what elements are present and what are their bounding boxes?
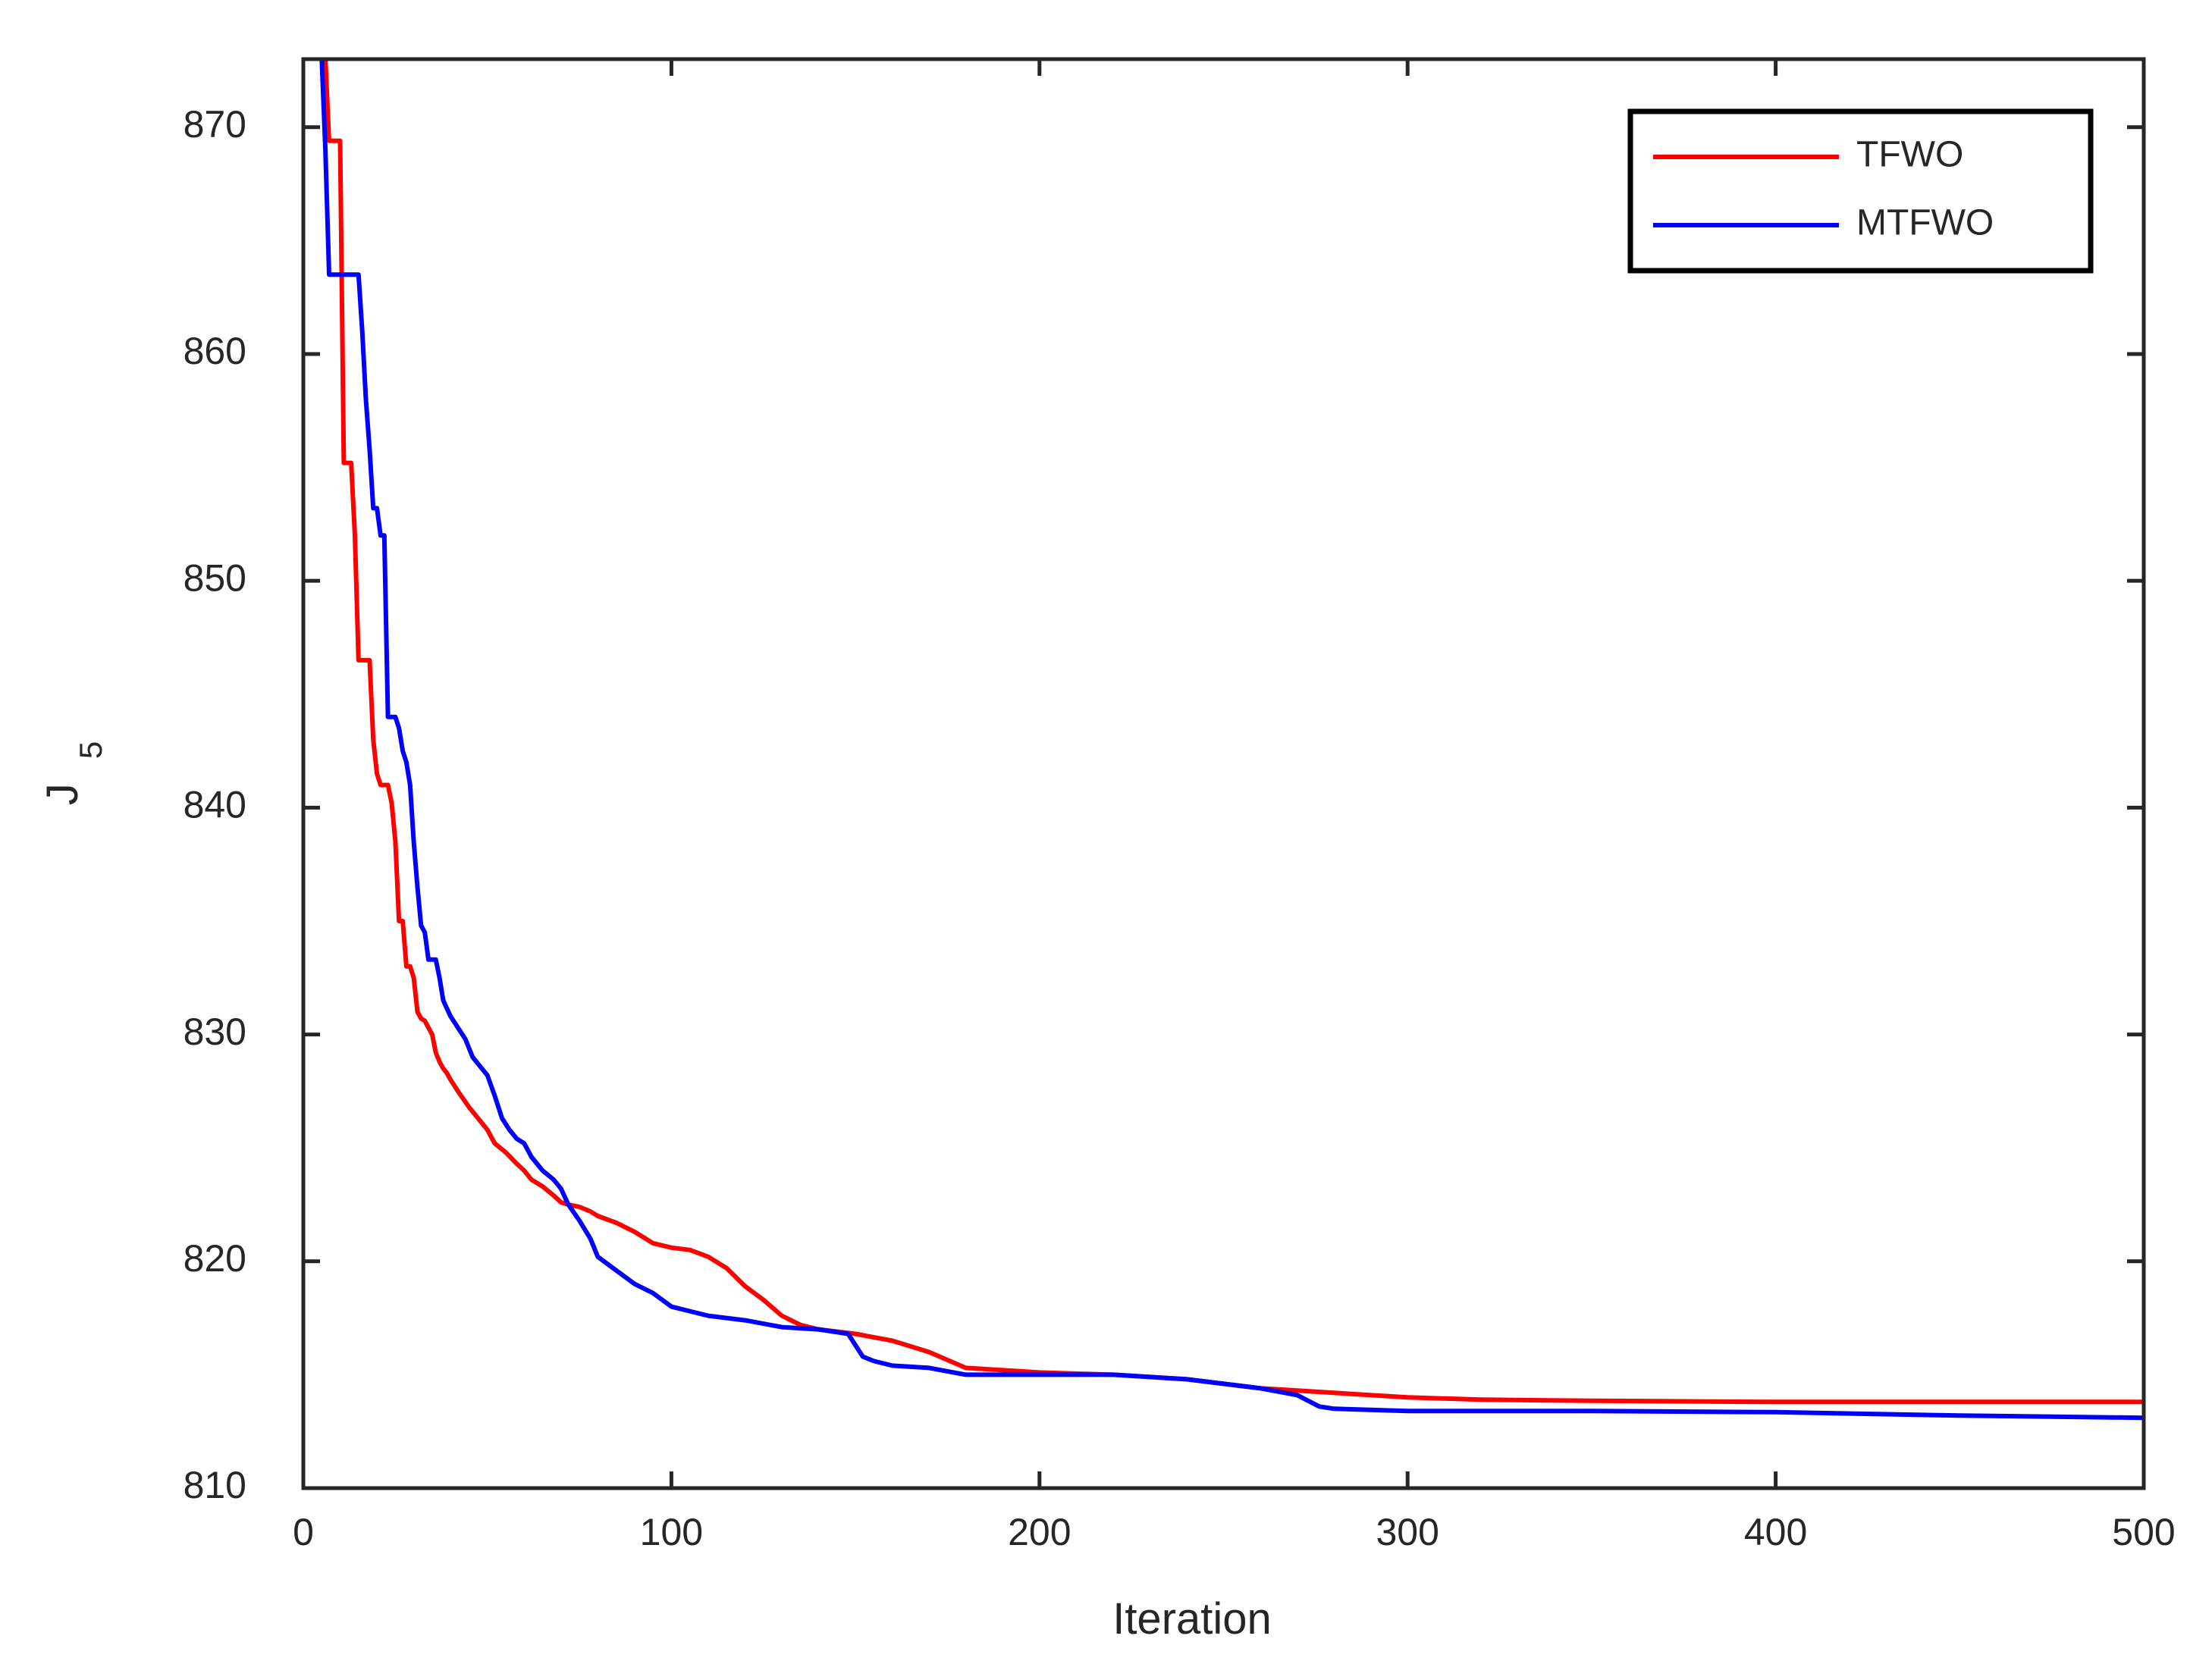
legend-label-mtfwo: MTFWO [1856, 203, 1994, 243]
x-tick-label: 300 [1376, 1511, 1439, 1553]
x-tick-label: 400 [1744, 1511, 1807, 1553]
x-axis-label: Iteration [1112, 1594, 1272, 1644]
series-line-mtfwo [319, 59, 2144, 1421]
legend: TFWO MTFWO [1627, 108, 2094, 274]
y-tick-label: 810 [184, 1464, 246, 1506]
series-layer [319, 59, 2144, 1421]
x-tick-label: 200 [1008, 1511, 1071, 1553]
y-tick-label: 820 [184, 1237, 246, 1280]
x-tick-label: 500 [2112, 1511, 2175, 1553]
x-tick-label: 0 [293, 1511, 314, 1553]
legend-box [1627, 108, 2094, 274]
ticks-layer: 0 100 200 300 400 500 810 820 830 840 850 860 870 [184, 59, 2176, 1553]
y-tick-label: 840 [184, 784, 246, 826]
y-tick-label: 830 [184, 1011, 246, 1053]
x-tick-label: 100 [640, 1511, 703, 1553]
svg-text:J 5: J 5 [38, 741, 108, 805]
y-tick-label: 870 [184, 103, 246, 146]
y-tick-label: 850 [184, 556, 246, 599]
y-axis-label-subscript: 5 [73, 741, 108, 759]
series-line-tfwo [319, 59, 2144, 1405]
y-tick-label: 860 [184, 330, 246, 372]
plot-area-frame [301, 57, 2146, 1490]
legend-label-tfwo: TFWO [1856, 135, 1963, 175]
y-axis-label: J 5 [38, 741, 108, 805]
y-axis-label-main: J [38, 783, 87, 805]
